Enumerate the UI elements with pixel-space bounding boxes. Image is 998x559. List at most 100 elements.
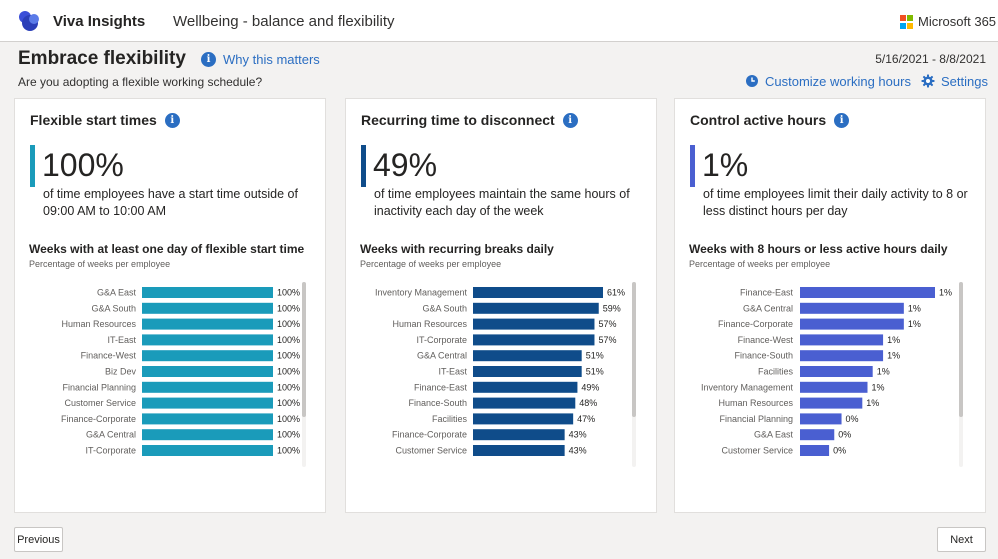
- value-label: 1%: [866, 398, 879, 408]
- bar[interactable]: [142, 350, 273, 362]
- value-label: 100%: [277, 303, 300, 313]
- value-label: 47%: [577, 414, 595, 424]
- category-label: Finance-East: [740, 288, 794, 298]
- app-name: Viva Insights: [53, 13, 146, 30]
- chart-scrollbar[interactable]: [632, 282, 636, 467]
- category-label: Human Resources: [61, 319, 136, 329]
- bar-chart: G&A East 100% G&A South 100% Human Resources…: [61, 287, 300, 456]
- customize-working-hours-button[interactable]: Customize working hours: [745, 72, 911, 90]
- bar[interactable]: [800, 397, 863, 409]
- bar[interactable]: [473, 318, 595, 330]
- card-control-active-hours: Control active hours i 1% of time employ…: [674, 98, 986, 513]
- previous-button[interactable]: Previous: [14, 527, 63, 552]
- value-label: 1%: [887, 351, 900, 361]
- value-label: 1%: [939, 288, 952, 298]
- bar[interactable]: [800, 429, 835, 441]
- bar[interactable]: [800, 381, 868, 393]
- category-label: Human Resources: [718, 398, 793, 408]
- scrollbar-thumb[interactable]: [632, 282, 636, 417]
- bar[interactable]: [142, 381, 273, 393]
- bar[interactable]: [473, 366, 582, 377]
- stat-accent-bar: [690, 145, 695, 187]
- brand-name: Microsoft 365: [918, 14, 997, 29]
- card-title-text: Flexible start times: [30, 112, 157, 128]
- bar[interactable]: [800, 366, 873, 377]
- category-label: Finance-West: [738, 335, 794, 345]
- chart-scrollbar[interactable]: [959, 282, 963, 467]
- value-label: 0%: [846, 414, 859, 424]
- category-label: IT-East: [438, 367, 467, 377]
- bar[interactable]: [473, 302, 599, 314]
- card-title: Flexible start times i: [30, 112, 180, 128]
- bar[interactable]: [473, 287, 603, 298]
- value-label: 57%: [598, 335, 616, 345]
- info-icon[interactable]: i: [562, 112, 578, 128]
- next-button[interactable]: Next: [937, 527, 986, 552]
- card-title-text: Control active hours: [690, 112, 827, 128]
- bar-chart: Inventory Management 61% G&A South 59% Human…: [375, 287, 625, 456]
- category-label: IT-Corporate: [416, 335, 467, 345]
- value-label: 100%: [277, 430, 300, 440]
- category-label: Human Resources: [392, 319, 467, 329]
- bar[interactable]: [473, 381, 578, 393]
- bar[interactable]: [800, 334, 884, 346]
- value-label: 1%: [908, 303, 921, 313]
- settings-label: Settings: [941, 73, 988, 89]
- bar[interactable]: [473, 397, 576, 409]
- card-recurring-time-to-disconnect: Recurring time to disconnect i 49% of ti…: [345, 98, 657, 513]
- info-icon[interactable]: i: [164, 112, 180, 128]
- bar[interactable]: [473, 445, 565, 456]
- bar[interactable]: [142, 429, 273, 441]
- bar[interactable]: [800, 302, 904, 314]
- category-label: Financial Planning: [62, 382, 136, 392]
- value-label: 100%: [277, 335, 300, 345]
- bar[interactable]: [473, 350, 582, 362]
- chart-title: Weeks with at least one day of flexible …: [29, 242, 305, 256]
- bar[interactable]: [142, 318, 273, 330]
- card-title: Recurring time to disconnect i: [361, 112, 578, 128]
- value-label: 43%: [569, 446, 587, 456]
- category-label: Finance-Corporate: [718, 319, 793, 329]
- bar[interactable]: [800, 318, 904, 330]
- bar[interactable]: [142, 302, 273, 314]
- category-label: G&A Central: [417, 351, 467, 361]
- stat-value: 1%: [702, 147, 749, 183]
- stat-accent-bar: [30, 145, 35, 187]
- bar[interactable]: [142, 445, 273, 456]
- category-label: Finance-South: [408, 398, 467, 408]
- bar[interactable]: [473, 413, 574, 425]
- settings-button[interactable]: Settings: [921, 72, 988, 90]
- bar[interactable]: [142, 334, 273, 346]
- category-label: G&A Central: [86, 430, 136, 440]
- value-label: 100%: [277, 319, 300, 329]
- bar[interactable]: [800, 287, 935, 298]
- bar[interactable]: [142, 413, 273, 425]
- why-this-matters-link[interactable]: i Why this matters: [201, 50, 320, 68]
- chart-scrollbar[interactable]: [302, 282, 306, 467]
- info-icon[interactable]: i: [834, 112, 850, 128]
- chart-title: Weeks with 8 hours or less active hours …: [689, 242, 948, 256]
- category-label: Finance-South: [734, 351, 793, 361]
- value-label: 100%: [277, 398, 300, 408]
- bar[interactable]: [800, 445, 830, 456]
- bar[interactable]: [800, 350, 884, 362]
- date-range: 5/16/2021 - 8/8/2021: [875, 52, 986, 66]
- bar[interactable]: [800, 413, 842, 425]
- value-label: 57%: [598, 319, 616, 329]
- scrollbar-thumb[interactable]: [959, 282, 963, 417]
- stat-description: of time employees have a start time outs…: [43, 187, 298, 218]
- info-icon: i: [201, 51, 216, 67]
- bar[interactable]: [142, 397, 273, 409]
- category-label: IT-East: [107, 335, 136, 345]
- category-label: G&A East: [97, 288, 137, 298]
- bar[interactable]: [142, 366, 273, 377]
- customize-working-hours-label: Customize working hours: [765, 73, 911, 89]
- category-label: IT-Corporate: [85, 446, 136, 456]
- value-label: 43%: [569, 430, 587, 440]
- scrollbar-thumb[interactable]: [302, 282, 306, 417]
- bar[interactable]: [473, 429, 565, 441]
- bar[interactable]: [473, 334, 595, 346]
- bar[interactable]: [142, 287, 273, 298]
- stat-value: 49%: [373, 147, 438, 183]
- card-title-text: Recurring time to disconnect: [361, 112, 555, 128]
